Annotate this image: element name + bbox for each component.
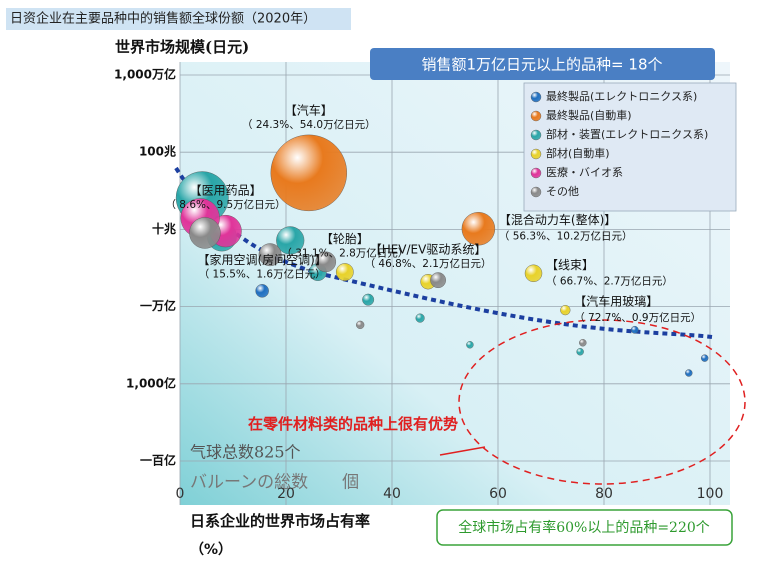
bubble bbox=[430, 272, 446, 289]
x-tick-label: 0 bbox=[176, 486, 185, 502]
legend-swatch bbox=[530, 167, 542, 179]
bubble bbox=[461, 212, 496, 246]
legend-label: 最終製品(エレクトロニクス系) bbox=[546, 89, 697, 103]
y-tick-label: 1,000亿 bbox=[126, 375, 176, 390]
bubble bbox=[630, 325, 639, 334]
legend-label: 部材・装置(エレクトロニクス系) bbox=[546, 127, 708, 141]
bubble bbox=[189, 217, 221, 249]
bubble-name: 【汽车】 bbox=[285, 102, 333, 117]
legend-swatch bbox=[530, 148, 542, 160]
note-box bbox=[436, 509, 733, 546]
bubble bbox=[335, 263, 354, 281]
bubble bbox=[255, 284, 269, 298]
x-axis-title: 日系企业的世界市场占有率 bbox=[190, 512, 370, 530]
bubble-label: （ 66.7%、2.7万亿日元） bbox=[546, 274, 673, 287]
trend-curve bbox=[174, 166, 713, 339]
bubble bbox=[270, 134, 347, 212]
headline: 销售额1万亿日元以上的品种= 18个 bbox=[422, 56, 663, 74]
legend: 最終製品(エレクトロニクス系) 最終製品(自動車) 部材・装置(エレクトロニクス系)… bbox=[523, 82, 737, 212]
bubble bbox=[576, 348, 584, 356]
x-tick-label: 80 bbox=[595, 486, 613, 502]
bubble-name: 【汽车用玻璃】 bbox=[574, 294, 658, 309]
legend-box bbox=[523, 82, 737, 212]
legend-swatch bbox=[530, 186, 542, 198]
bubble-name: 【线束】 bbox=[546, 258, 594, 272]
bubble-name: 【轮胎】 bbox=[321, 232, 369, 246]
legend-swatch bbox=[530, 129, 542, 141]
y-tick-label: 一百亿 bbox=[140, 453, 176, 468]
y-axis-title: 世界市场规模(日元) bbox=[115, 38, 249, 56]
annotation-arrow bbox=[439, 446, 486, 456]
x-tick-label: 100 bbox=[697, 486, 724, 502]
bubble-name: 【HEV/EV驱动系统】 bbox=[370, 243, 487, 257]
annotation: 在零件材料类的品种上很有优势 bbox=[248, 415, 458, 433]
bubble-name: 【混合动力车(整体)】 bbox=[499, 212, 616, 227]
bubble-label: （ 72.7%、0.9万亿日元） bbox=[574, 311, 701, 324]
bubble-label: （ 56.3%、10.2万亿日元） bbox=[499, 230, 633, 243]
bubble bbox=[524, 264, 543, 282]
bubble-label: （ 15.5%、1.6万亿日元） bbox=[199, 267, 326, 280]
bubble bbox=[276, 226, 305, 255]
y-tick-label: 1,000万亿 bbox=[114, 67, 176, 82]
bubble bbox=[356, 320, 365, 330]
legend-label: その他 bbox=[546, 185, 579, 198]
title-bg bbox=[6, 8, 351, 30]
legend-label: 部材(自動車) bbox=[546, 146, 610, 160]
x-tick-label: 60 bbox=[489, 486, 507, 502]
bubble-label: （ 24.3%、54.0万亿日元） bbox=[242, 118, 376, 131]
bubble-name: 【医用药品】 bbox=[190, 184, 262, 198]
bubble bbox=[685, 369, 693, 377]
y-tick-label: 100兆 bbox=[139, 144, 176, 159]
legend-swatch bbox=[530, 91, 542, 103]
bubble bbox=[415, 313, 425, 323]
legend-label: 最終製品(自動車) bbox=[546, 108, 632, 122]
bubble bbox=[258, 243, 282, 267]
bubble bbox=[579, 339, 587, 347]
bubble bbox=[466, 341, 474, 349]
bubble bbox=[362, 293, 375, 306]
balloon-count: 气球总数825个 bbox=[190, 443, 301, 462]
bubble-label: （ 46.8%、2.1万亿日元） bbox=[365, 257, 492, 270]
bubble-label: （ 8.6%、9.5万亿日元） bbox=[165, 198, 285, 211]
headline-box bbox=[370, 48, 715, 80]
x-axis-unit: （%） bbox=[190, 542, 232, 558]
x-tick-label: 40 bbox=[383, 486, 401, 502]
legend-label: 医療・バイオ系 bbox=[546, 165, 623, 179]
bubble-name: 【家用空调(房间空调)】 bbox=[197, 252, 326, 267]
x-tick-label: 20 bbox=[277, 486, 295, 502]
highlight-note: 全球市场占有率60%以上的品种=220个 bbox=[458, 519, 710, 536]
highlight-ellipse bbox=[458, 319, 746, 485]
y-tick-label: 一万亿 bbox=[140, 298, 176, 313]
bubble-label: （ 31.1%、2.8万亿日元） bbox=[281, 246, 408, 259]
y-tick-label: 十兆 bbox=[152, 221, 176, 236]
balloon-count-ja: バルーンの総数 個 bbox=[190, 473, 359, 493]
chart-title: 日资企业在主要品种中的销售额全球份额（2020年） bbox=[10, 11, 316, 27]
bubbles bbox=[175, 134, 709, 377]
bubble bbox=[560, 305, 571, 316]
legend-swatch bbox=[530, 110, 542, 122]
bubble bbox=[701, 354, 709, 362]
bubble bbox=[315, 251, 337, 273]
